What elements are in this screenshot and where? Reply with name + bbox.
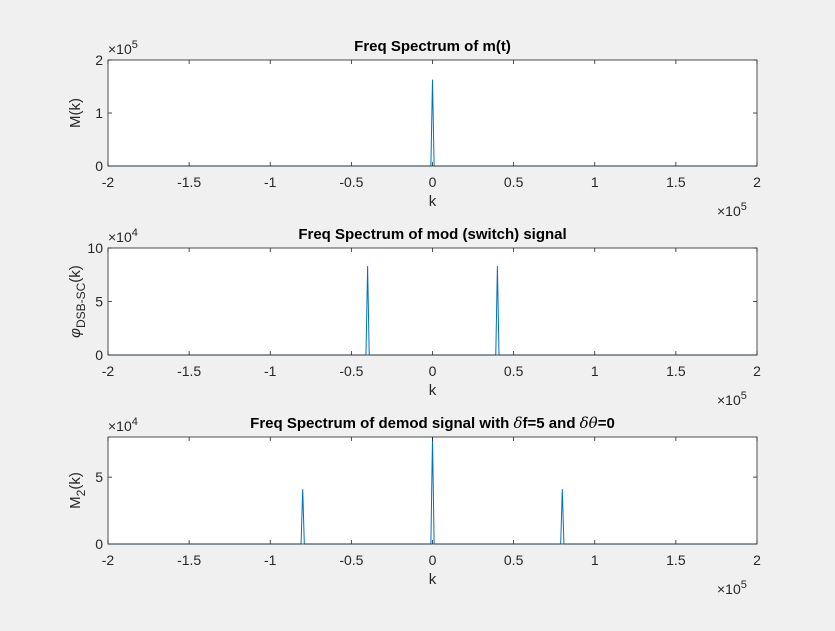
x-exponent: ×105 — [717, 579, 747, 597]
x-exponent: ×105 — [717, 201, 747, 219]
x-tick-label: 1 — [591, 363, 599, 379]
subplot-3: -2 -1.5 -1 -0.5 0 0.5 1 1.5 2 0 5 ×104 ×105 k M2(k) Fre… — [67, 414, 761, 597]
y-tick-label: 5 — [95, 294, 103, 310]
x-tick-label: -1 — [264, 174, 277, 190]
x-tick-label: -2 — [102, 552, 115, 568]
y-exponent: ×104 — [108, 227, 138, 245]
x-axis-label: k — [429, 571, 437, 588]
x-tick-label: -2 — [102, 363, 115, 379]
x-tick-label: 0 — [429, 174, 437, 190]
y-tick-label: 0 — [95, 536, 103, 552]
chart-title: Freq Spectrum of demod signal with δf=5 … — [250, 414, 615, 432]
subplot-2: -2 -1.5 -1 -0.5 0 0.5 1 1.5 2 0 5 10 ×104 ×105 k φDSB-S… — [67, 226, 761, 408]
y-tick-label: 5 — [95, 469, 103, 485]
plot-area — [108, 60, 757, 166]
y-tick-label: 10 — [87, 240, 103, 256]
chart-title: Freq Spectrum of mod (switch) signal — [298, 226, 566, 243]
y-exponent: ×104 — [108, 416, 138, 434]
x-tick-label: 1.5 — [666, 363, 686, 379]
x-tick-label: 2 — [753, 363, 761, 379]
y-axis-label: M2(k) — [67, 472, 88, 509]
x-tick-label: 0 — [429, 552, 437, 568]
y-tick-label: 2 — [95, 52, 103, 68]
x-tick-label: -1.5 — [177, 174, 201, 190]
x-tick-label: 1 — [591, 552, 599, 568]
x-tick-label: 1.5 — [666, 552, 686, 568]
x-tick-label: -1 — [264, 363, 277, 379]
x-tick-label: 0.5 — [504, 174, 524, 190]
x-exponent: ×105 — [717, 390, 747, 408]
y-axis-label: φDSB-SC(k) — [67, 265, 88, 338]
y-tick-label: 1 — [95, 105, 103, 121]
x-tick-label: -1 — [264, 552, 277, 568]
x-tick-label: -0.5 — [339, 363, 363, 379]
x-tick-label: 1.5 — [666, 174, 686, 190]
chart-title: Freq Spectrum of m(t) — [354, 38, 511, 55]
plot-area — [108, 248, 757, 355]
x-tick-label: -1.5 — [177, 552, 201, 568]
x-axis-label: k — [429, 382, 437, 399]
x-tick-label: 2 — [753, 552, 761, 568]
x-tick-label: -1.5 — [177, 363, 201, 379]
x-tick-label: -0.5 — [339, 552, 363, 568]
x-tick-label: 0.5 — [504, 552, 524, 568]
y-tick-label: 0 — [95, 347, 103, 363]
x-tick-label: -2 — [102, 174, 115, 190]
y-exponent: ×105 — [108, 39, 138, 57]
subplot-1: -2 -1.5 -1 -0.5 0 0.5 1 1.5 2 0 1 2 ×105 ×105 k M(k) Fre… — [67, 38, 761, 219]
x-axis-label: k — [429, 193, 437, 210]
x-tick-label: 0 — [429, 363, 437, 379]
x-tick-label: 1 — [591, 174, 599, 190]
x-tick-label: -0.5 — [339, 174, 363, 190]
x-tick-label: 2 — [753, 174, 761, 190]
y-tick-label: 0 — [95, 158, 103, 174]
y-axis-label: M(k) — [67, 98, 84, 128]
x-tick-label: 0.5 — [504, 363, 524, 379]
